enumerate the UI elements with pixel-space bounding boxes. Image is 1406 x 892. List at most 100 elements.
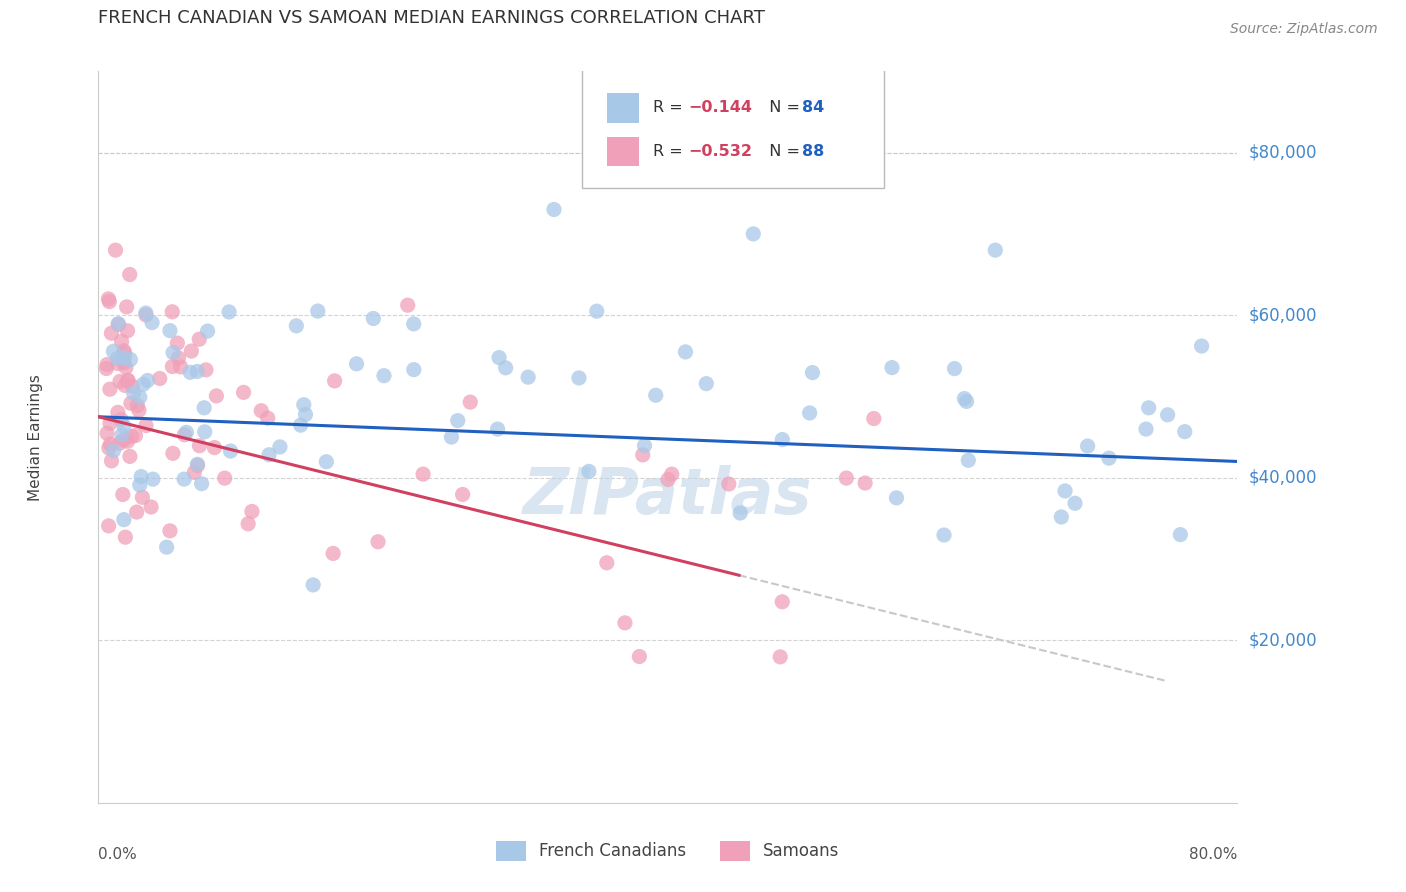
Point [292,398,315,412]
Point [97,292,120,306]
Point [98,294,121,309]
Point [112,343,135,358]
Point [117,374,139,388]
Text: $80,000: $80,000 [1249,144,1317,161]
Point [451,487,474,501]
Point [240,504,263,518]
Point [218,305,240,319]
Point [104,243,127,257]
Point [115,360,138,375]
Point [131,490,153,504]
Point [396,298,419,312]
Point [135,306,157,320]
Point [853,476,876,491]
Point [256,411,278,425]
Point [953,392,976,406]
Point [186,364,208,378]
Point [107,318,129,332]
Point [122,386,145,401]
Point [932,528,955,542]
Point [742,227,765,241]
Point [269,440,291,454]
Point [124,428,146,442]
Point [162,345,184,359]
Point [1191,339,1213,353]
Point [1053,483,1076,498]
Point [631,448,654,462]
Point [585,304,607,318]
Point [112,419,135,434]
Point [955,394,977,409]
Point [1077,439,1099,453]
Text: R =: R = [652,145,688,160]
Point [100,454,122,468]
Legend: French Canadians, Samoans: French Canadians, Samoans [489,834,846,868]
Point [323,374,346,388]
Point [96,358,118,372]
Point [373,368,395,383]
Text: N =: N = [759,145,806,160]
Point [769,649,792,664]
Point [880,360,903,375]
Point [98,382,121,396]
Point [117,324,139,338]
Point [114,346,136,360]
Point [250,403,273,417]
Point [98,437,121,451]
Point [166,336,188,351]
Point [657,473,679,487]
Point [205,389,228,403]
Point [1137,401,1160,415]
Point [257,448,280,462]
Point [695,376,717,391]
Point [159,324,181,338]
Point [173,472,195,486]
Point [180,344,202,359]
Point [128,390,150,404]
Point [159,524,181,538]
Point [290,418,312,433]
Text: R =: R = [652,101,688,115]
Point [136,374,159,388]
Point [112,351,135,365]
Point [107,317,129,331]
Point [190,476,212,491]
Point [179,365,201,379]
Point [125,505,148,519]
Text: −0.532: −0.532 [689,145,752,160]
Point [162,446,184,460]
Point [302,578,325,592]
Point [97,441,120,455]
Text: $60,000: $60,000 [1249,306,1317,324]
Point [120,396,142,410]
Point [129,469,152,483]
Text: N =: N = [759,101,806,115]
Point [285,318,308,333]
Point [835,471,858,485]
Point [115,300,138,314]
Point [121,379,143,393]
Point [107,357,129,371]
Point [96,361,118,376]
Point [886,491,908,505]
Point [957,453,980,467]
Point [118,268,141,282]
Point [114,378,136,392]
Point [236,516,259,531]
Point [176,425,198,440]
Point [169,359,191,374]
Point [633,439,655,453]
Point [183,466,205,480]
Point [232,385,254,400]
Point [197,324,219,338]
Point [1135,422,1157,436]
Text: 0.0%: 0.0% [98,847,138,862]
Point [141,316,163,330]
Point [1174,425,1197,439]
Point [112,513,135,527]
Text: −0.144: −0.144 [689,101,752,115]
Point [132,377,155,392]
Point [107,351,129,366]
Point [458,395,481,409]
Point [204,441,226,455]
